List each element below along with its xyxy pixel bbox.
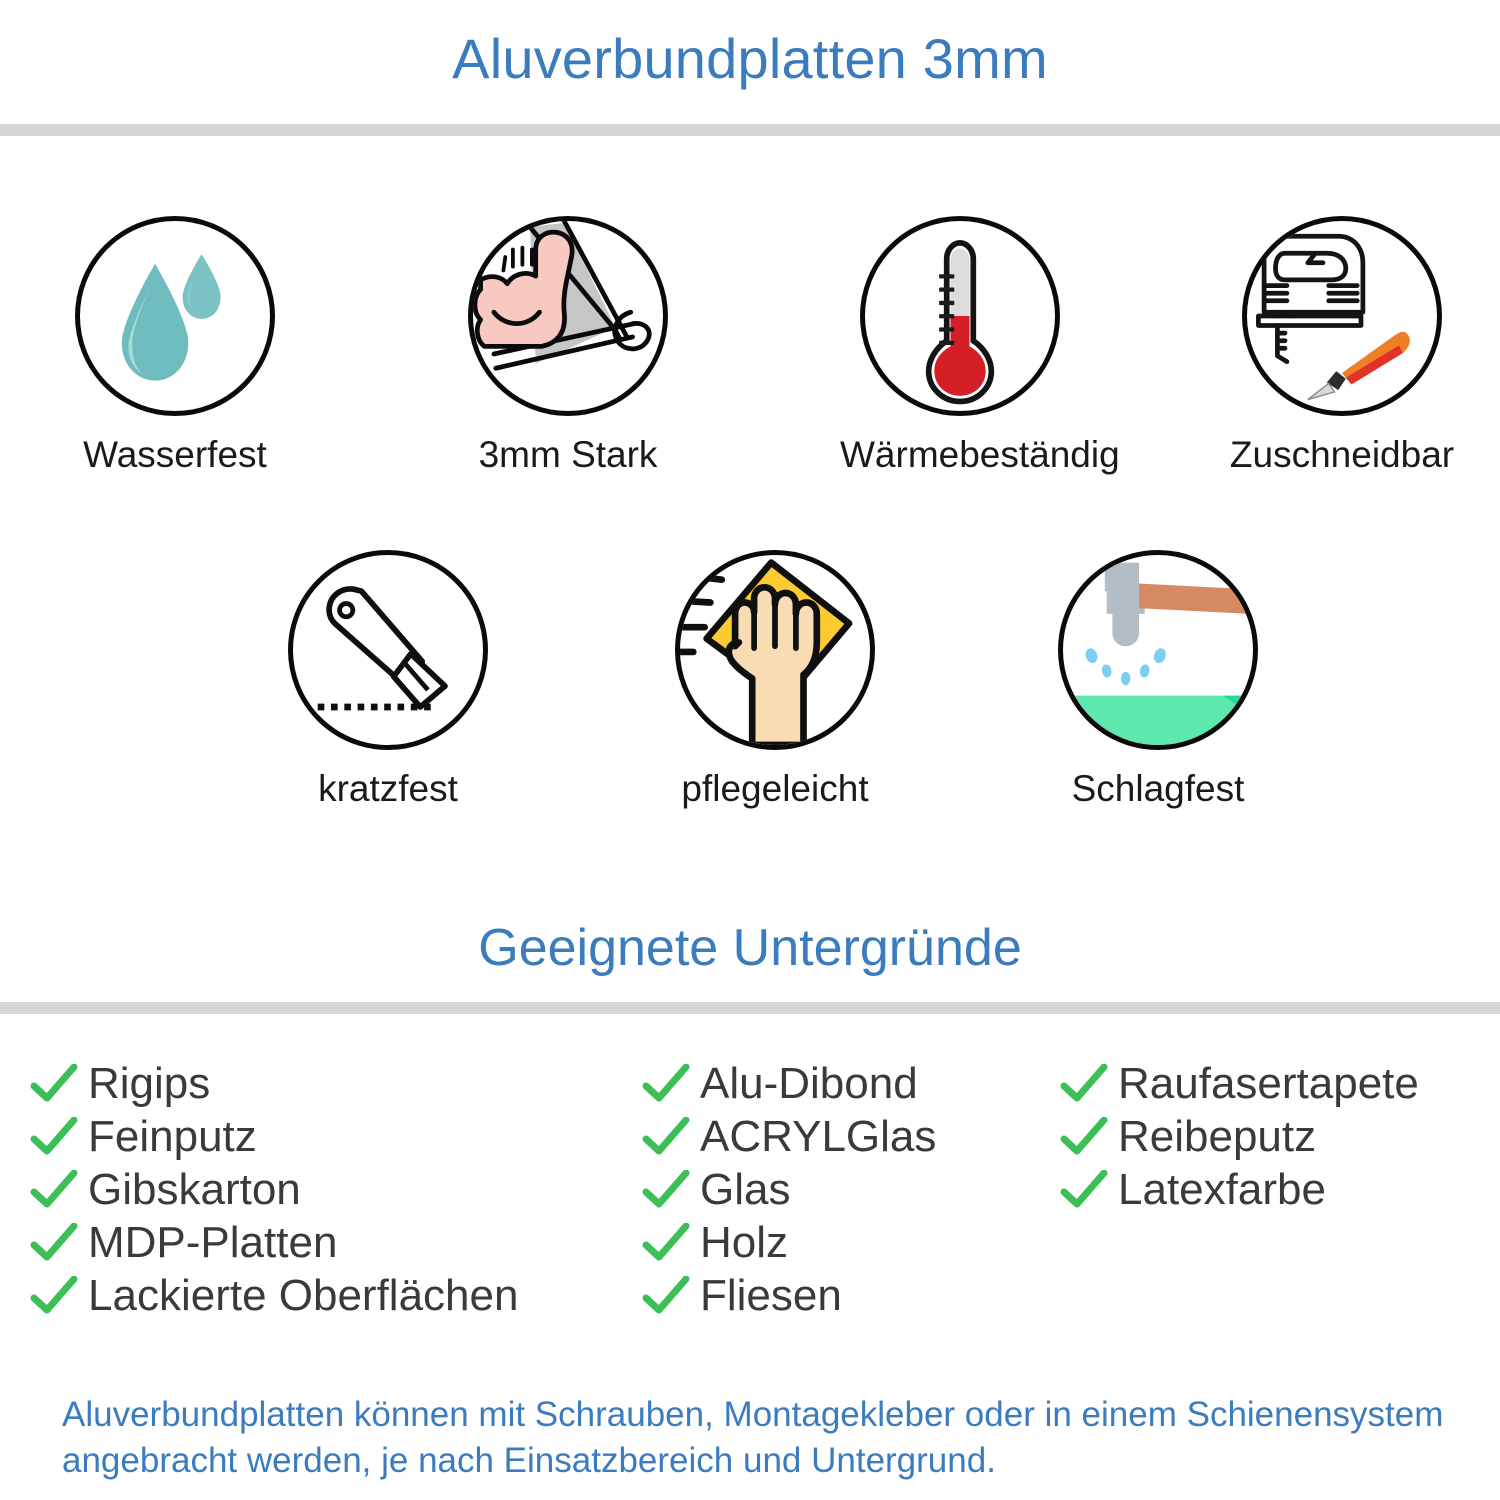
list-item-label: ACRYLGlas xyxy=(700,1112,937,1161)
list-item-label: Rigips xyxy=(88,1059,211,1108)
list-item: Glas xyxy=(642,1164,1062,1216)
list-item-label: MDP-Platten xyxy=(88,1218,338,1267)
substrate-column-3: Raufasertapete Reibeputz Latexfarbe xyxy=(1060,1058,1500,1217)
substrate-column-2: Alu-Dibond ACRYLGlas Glas Holz xyxy=(642,1058,1062,1323)
list-item-label: Feinputz xyxy=(88,1112,257,1161)
check-icon xyxy=(642,1170,690,1210)
check-icon xyxy=(30,1170,78,1210)
substrate-checklist: Rigips Feinputz Gibskarton MDP-Platten xyxy=(30,1058,1480,1358)
list-item: Latexfarbe xyxy=(1060,1164,1500,1216)
list-item-label: Raufasertapete xyxy=(1118,1059,1419,1108)
footer-note: Aluverbundplatten können mit Schrauben, … xyxy=(62,1395,1444,1481)
feature-label: Schlagfest xyxy=(1071,768,1245,809)
list-item: Holz xyxy=(642,1217,1062,1269)
list-item-label: Alu-Dibond xyxy=(700,1059,918,1108)
list-item: Fliesen xyxy=(642,1270,1062,1322)
feature-kratzfest: kratzfest xyxy=(268,550,508,811)
list-item: ACRYLGlas xyxy=(642,1111,1062,1163)
section-title-substrates: Geeignete Untergründe xyxy=(478,919,1022,977)
feature-label: Wasserfest xyxy=(83,434,267,475)
list-item: Raufasertapete xyxy=(1060,1058,1500,1110)
feature-label: Wärmebeständig xyxy=(840,434,1120,475)
feature-3mm-stark: 3mm Stark xyxy=(448,216,688,477)
check-icon xyxy=(1060,1170,1108,1210)
feature-label: Zuschneidbar xyxy=(1229,434,1455,475)
hand-with-cloth-icon xyxy=(675,550,875,750)
list-item-label: Reibeputz xyxy=(1118,1112,1317,1161)
list-item-label: Holz xyxy=(700,1218,789,1267)
flexing-arm-icon xyxy=(468,216,668,416)
thermometer-icon xyxy=(860,216,1060,416)
check-icon xyxy=(30,1276,78,1316)
check-icon xyxy=(30,1117,78,1157)
check-icon xyxy=(1060,1117,1108,1157)
list-item-label: Lackierte Oberflächen xyxy=(88,1271,519,1320)
check-icon xyxy=(30,1223,78,1263)
cutter-knife-scratch-icon xyxy=(288,550,488,750)
feature-label: pflegeleicht xyxy=(681,768,869,809)
check-icon xyxy=(1060,1064,1108,1104)
check-icon xyxy=(30,1064,78,1104)
list-item: Rigips xyxy=(30,1058,630,1110)
list-item: Lackierte Oberflächen xyxy=(30,1270,630,1322)
list-item-label: Gibskarton xyxy=(88,1165,301,1214)
list-item: Gibskarton xyxy=(30,1164,630,1216)
feature-pflegeleicht: pflegeleicht xyxy=(655,550,895,811)
list-item: Reibeputz xyxy=(1060,1111,1500,1163)
feature-zuschneidbar: Zuschneidbar xyxy=(1222,216,1462,477)
feature-label: kratzfest xyxy=(318,768,458,809)
features-section: Wasserfest xyxy=(55,216,1462,811)
jigsaw-and-knife-icon xyxy=(1242,216,1442,416)
check-icon xyxy=(642,1117,690,1157)
divider-middle xyxy=(0,1002,1500,1014)
page-title: Aluverbundplatten 3mm xyxy=(452,27,1048,90)
list-item: Feinputz xyxy=(30,1111,630,1163)
check-icon xyxy=(642,1223,690,1263)
feature-wasserfest: Wasserfest xyxy=(55,216,295,477)
feature-schlagfest: Schlagfest xyxy=(1038,550,1278,811)
list-item-label: Fliesen xyxy=(700,1271,842,1320)
list-item-label: Glas xyxy=(700,1165,791,1214)
substrate-column-1: Rigips Feinputz Gibskarton MDP-Platten xyxy=(30,1058,630,1323)
hammer-impact-icon xyxy=(1058,550,1258,750)
check-icon xyxy=(642,1064,690,1104)
divider-top xyxy=(0,124,1500,136)
list-item: MDP-Platten xyxy=(30,1217,630,1269)
check-icon xyxy=(642,1276,690,1316)
water-drops-icon xyxy=(75,216,275,416)
feature-label: 3mm Stark xyxy=(478,434,658,475)
feature-waermebestaendig: Wärmebeständig xyxy=(840,216,1120,477)
list-item-label: Latexfarbe xyxy=(1118,1165,1326,1214)
list-item: Alu-Dibond xyxy=(642,1058,1062,1110)
